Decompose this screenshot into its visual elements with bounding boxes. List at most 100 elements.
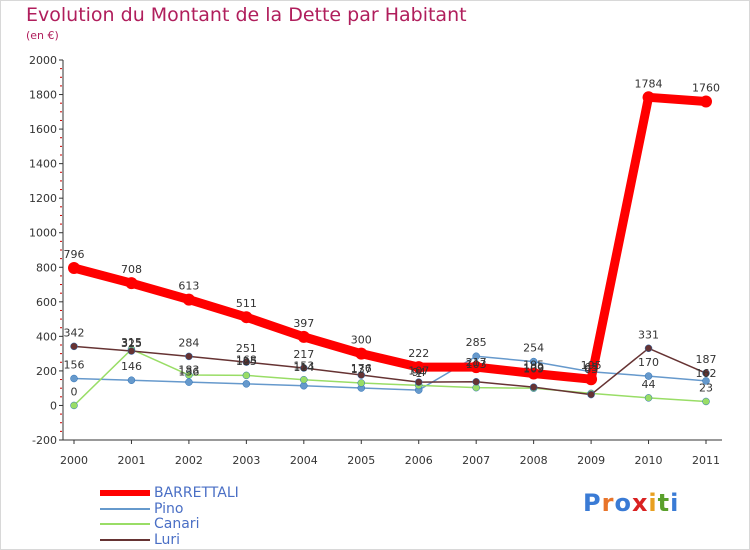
data-point-luri <box>702 369 710 377</box>
overlap-label: 1 <box>415 367 422 380</box>
logo-letter: x <box>631 489 649 517</box>
x-tick-label: 2004 <box>290 454 318 467</box>
overlap-label: 217 <box>466 356 487 369</box>
data-label: 23 <box>699 381 713 394</box>
overlap-label: 195 <box>581 359 602 372</box>
data-point-canari <box>702 397 710 406</box>
logo-letter: o <box>614 489 632 517</box>
data-label: 44 <box>642 378 656 391</box>
logo-letter: i <box>648 489 658 517</box>
series-line-pino <box>73 355 707 391</box>
data-label: 222 <box>408 347 429 360</box>
legend-label-barrettali: BARRETTALI <box>154 485 239 501</box>
data-label: 146 <box>121 360 142 373</box>
x-tick-label: 2008 <box>520 454 548 467</box>
data-point-barrettali <box>68 261 80 274</box>
data-point-luri <box>587 390 595 399</box>
y-tick-label: 1400 <box>29 158 57 171</box>
legend-swatch-luri <box>100 538 150 541</box>
data-point-barrettali <box>470 361 483 374</box>
data-point-pino <box>644 372 653 380</box>
data-label: 511 <box>236 297 257 310</box>
y-tick-label: 400 <box>36 330 57 343</box>
data-point-barrettali <box>125 277 138 290</box>
data-label: 397 <box>293 317 314 330</box>
data-label: 217 <box>293 348 314 361</box>
data-point-luri <box>472 378 480 386</box>
data-label: 796 <box>64 248 85 261</box>
legend-label-luri: Luri <box>154 531 181 548</box>
data-point-luri <box>185 352 193 361</box>
data-point-barrettali <box>585 373 598 386</box>
overlap-label: 153 <box>293 360 314 373</box>
overlap-label: 183 <box>178 363 199 376</box>
overlap-label: 109 <box>523 363 544 376</box>
data-label: 251 <box>236 342 257 355</box>
data-point-canari <box>185 371 193 379</box>
y-tick-label: 600 <box>36 296 57 309</box>
overlap-label: 107 <box>408 365 429 378</box>
proxiti-logo: Proxiti <box>583 489 679 517</box>
overlap-label: 103 <box>466 358 487 371</box>
data-point-pino <box>127 376 136 384</box>
x-tick-label: 2011 <box>692 454 720 467</box>
data-label: 300 <box>351 334 372 347</box>
logo-letter: P <box>583 489 602 517</box>
data-point-barrettali <box>527 367 540 380</box>
overlap-label: 125 <box>236 355 257 368</box>
data-point-canari <box>300 375 308 384</box>
overlap-label: 195 <box>523 358 544 371</box>
data-point-luri <box>529 383 538 391</box>
data-point-luri <box>414 378 423 386</box>
data-label: 342 <box>64 326 85 339</box>
x-tick-label: 2003 <box>232 454 260 467</box>
data-point-luri <box>127 347 136 355</box>
chart-title: Evolution du Montant de la Dette par Hab… <box>26 4 467 26</box>
overlap-label: 137 <box>351 363 372 376</box>
data-label: 156 <box>64 359 85 372</box>
data-point-luri <box>242 358 251 366</box>
data-label: 187 <box>696 353 717 366</box>
x-tick-label: 2000 <box>60 454 88 467</box>
data-point-pino <box>472 352 480 360</box>
overlap-label: 168 <box>236 354 257 367</box>
data-point-pino <box>242 380 251 388</box>
y-tick-label: 1200 <box>29 192 57 205</box>
legend-label-canari: Canari <box>154 516 200 532</box>
y-tick-label: 2000 <box>29 54 57 67</box>
legend-swatch-barrettali <box>100 490 150 496</box>
data-label: 1760 <box>692 81 720 94</box>
series-line-canari <box>73 348 707 407</box>
data-point-barrettali <box>182 293 195 306</box>
data-point-barrettali <box>700 95 712 108</box>
x-tick-label: 2005 <box>347 454 375 467</box>
data-label: 708 <box>121 263 142 276</box>
legend-swatch-canari <box>100 523 150 525</box>
data-point-pino <box>185 378 193 386</box>
data-point-canari <box>644 394 653 402</box>
data-point-barrettali <box>642 91 655 104</box>
data-label: 331 <box>638 328 659 341</box>
data-point-luri <box>70 342 78 351</box>
overlap-label: 63 <box>584 363 598 376</box>
x-tick-label: 2010 <box>635 454 663 467</box>
data-point-pino <box>702 377 710 385</box>
data-point-canari <box>70 401 78 410</box>
y-tick-label: 0 <box>50 399 57 412</box>
series-line-barrettali <box>69 92 711 384</box>
overlap-label: 114 <box>293 361 314 374</box>
overlap-label: 63 <box>584 361 598 374</box>
y-tick-label: 1800 <box>29 89 57 102</box>
x-tick-label: 2001 <box>117 454 145 467</box>
data-label: 285 <box>466 336 487 349</box>
data-label: 254 <box>523 342 544 355</box>
data-point-canari <box>357 379 366 387</box>
overlap-label: 176 <box>351 362 372 375</box>
y-tick-label: 1600 <box>29 123 57 136</box>
x-tick-label: 2006 <box>405 454 433 467</box>
data-point-barrettali <box>240 311 253 324</box>
data-point-luri <box>357 371 366 379</box>
y-tick-label: -200 <box>32 434 57 447</box>
x-tick-label: 2007 <box>462 454 490 467</box>
